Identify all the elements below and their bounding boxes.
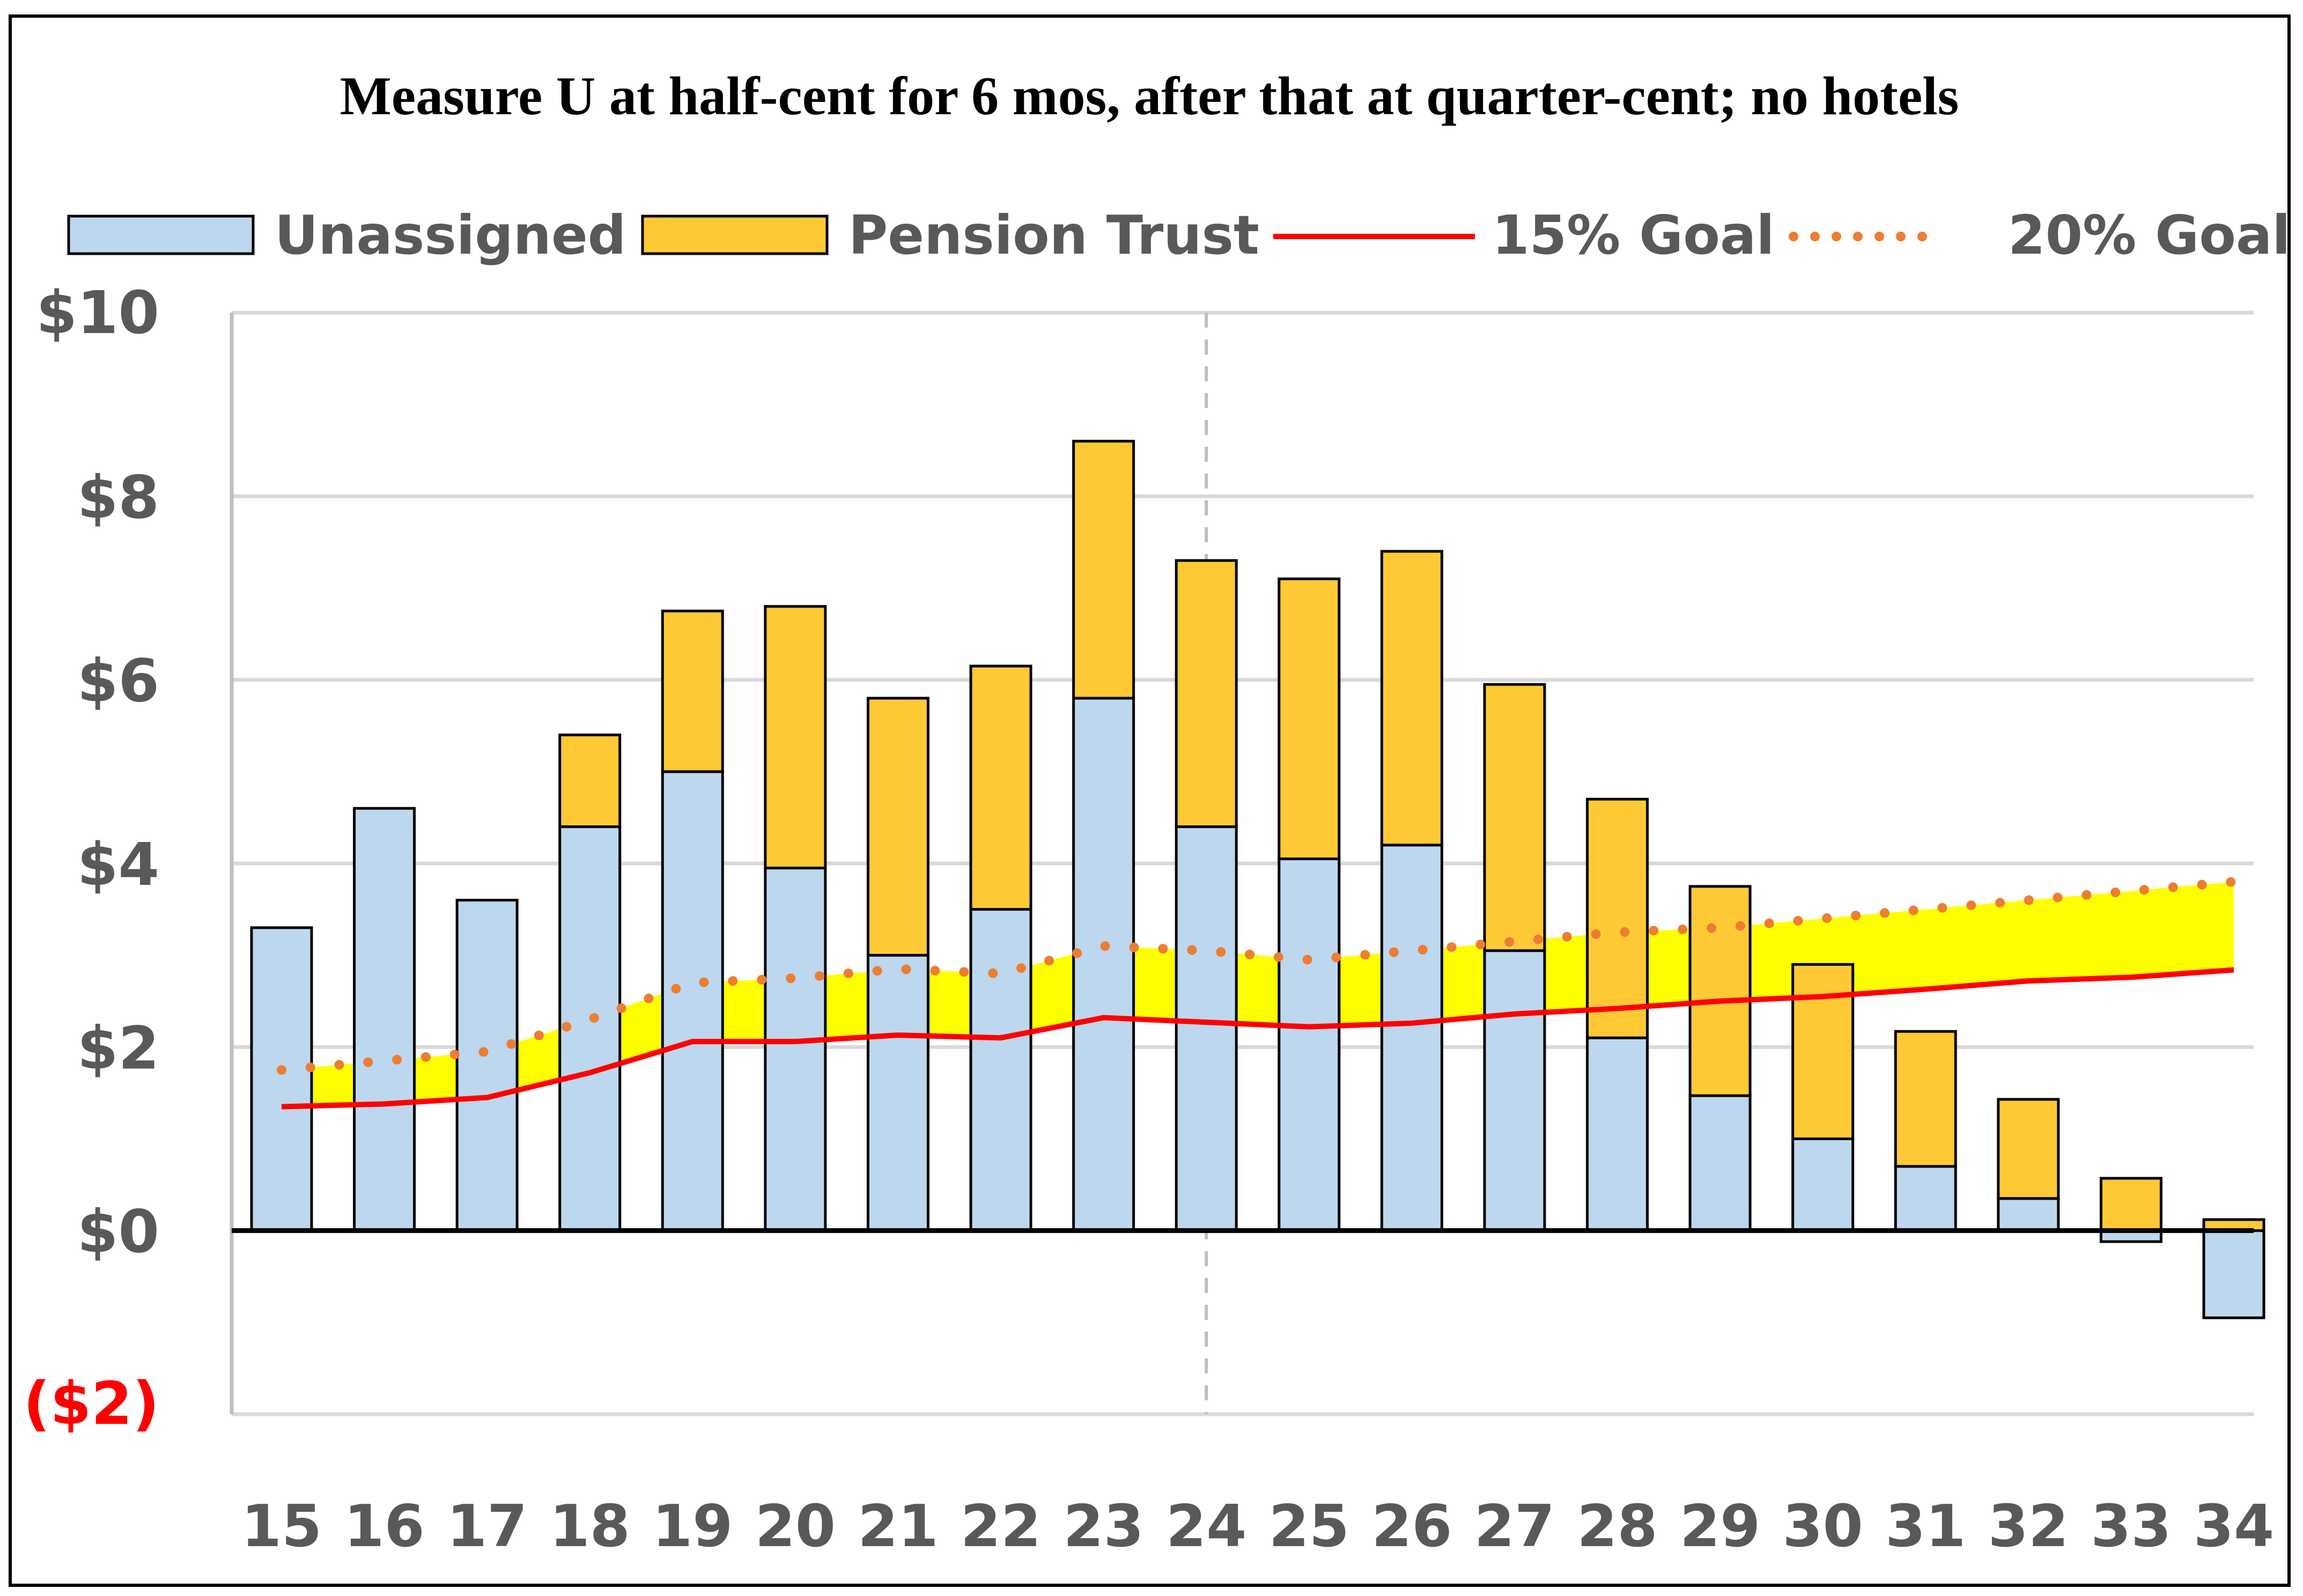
- bar-pension-trust-25: [1278, 577, 1341, 860]
- legend-label-15-goal: 15% Goal: [1492, 204, 1775, 267]
- bar-pension-trust-28: [1586, 797, 1649, 1039]
- bar-pension-trust-29: [1688, 885, 1752, 1097]
- x-tick-label: 21: [858, 1493, 938, 1560]
- grid: [232, 311, 2254, 1416]
- legend-swatch-pension-trust: [641, 215, 829, 255]
- bar-unassigned-29: [1688, 1094, 1752, 1232]
- y-axis: $10 $8 $6 $4 $2 $0 ($2): [23, 278, 2254, 1438]
- y-tick-label: $4: [77, 830, 159, 899]
- x-tick-label: 27: [1474, 1493, 1555, 1560]
- bar-pension-trust-22: [969, 664, 1032, 911]
- bar-unassigned-19: [661, 770, 724, 1232]
- x-tick-label: 22: [961, 1493, 1041, 1560]
- bar-unassigned-34: [2202, 1229, 2265, 1319]
- legend-swatch-unassigned: [67, 215, 255, 255]
- chart-svg: Measure U at half-cent for 6 mos, after …: [23, 66, 2287, 1560]
- legend-label-unassigned: Unassigned: [275, 204, 626, 267]
- x-tick-label: 29: [1680, 1493, 1760, 1560]
- bar-unassigned-24: [1175, 825, 1238, 1232]
- x-tick-label: 24: [1166, 1493, 1246, 1560]
- bar-unassigned-21: [866, 954, 929, 1232]
- y-tick-label: $8: [77, 463, 159, 531]
- bar-unassigned-27: [1483, 949, 1546, 1232]
- bar-unassigned-26: [1380, 844, 1443, 1232]
- bar-pension-trust-20: [764, 605, 827, 870]
- bar-unassigned-17: [455, 898, 519, 1232]
- x-tick-label: 19: [652, 1493, 733, 1560]
- x-tick-label: 23: [1063, 1493, 1143, 1560]
- bar-unassigned-32: [1997, 1197, 2060, 1232]
- bar-pension-trust-19: [661, 609, 724, 773]
- bars: [250, 440, 2265, 1319]
- bar-unassigned-25: [1278, 857, 1341, 1232]
- y-tick-label: $6: [77, 647, 159, 715]
- bar-pension-trust-21: [866, 697, 929, 957]
- bar-pension-trust-31: [1894, 1030, 1957, 1168]
- bar-unassigned-23: [1072, 697, 1135, 1232]
- bar-pension-trust-30: [1791, 963, 1855, 1140]
- bar-unassigned-28: [1586, 1036, 1649, 1232]
- y-tick-label: $0: [77, 1198, 159, 1266]
- x-tick-label: 32: [1988, 1493, 2069, 1560]
- x-axis: 15 16 17 18 19 20 21 22 23 24 25 26 27 28 29 30 31 32 33 34: [241, 1493, 2274, 1560]
- bar-unassigned-30: [1791, 1137, 1855, 1232]
- bar-unassigned-16: [353, 807, 416, 1232]
- bar-pension-trust-23: [1072, 440, 1135, 700]
- bar-unassigned-15: [250, 926, 313, 1232]
- x-tick-label: 25: [1269, 1493, 1349, 1560]
- y-tick-label: ($2): [23, 1369, 159, 1438]
- bar-unassigned-22: [969, 908, 1032, 1232]
- legend-label-20-goal: 20% Goal: [2008, 204, 2287, 267]
- chart-title: Measure U at half-cent for 6 mos, after …: [340, 66, 1959, 127]
- y-tick-label: $10: [36, 278, 159, 347]
- bar-pension-trust-33: [2099, 1177, 2162, 1232]
- x-tick-label: 28: [1577, 1493, 1657, 1560]
- x-tick-label: 31: [1885, 1493, 1966, 1560]
- line-15-goal: [281, 967, 2234, 1110]
- bar-pension-trust-24: [1175, 559, 1238, 829]
- bar-unassigned-31: [1894, 1165, 1957, 1232]
- x-tick-label: 33: [2091, 1493, 2171, 1560]
- x-tick-label: 34: [2194, 1493, 2274, 1560]
- x-tick-label: 30: [1783, 1493, 1863, 1560]
- goal-lines: [277, 877, 2239, 1110]
- bar-pension-trust-18: [558, 733, 622, 829]
- chart-frame: Measure U at half-cent for 6 mos, after …: [9, 14, 2291, 1587]
- bar-pension-trust-32: [1997, 1098, 2060, 1200]
- legend: Unassigned Pension Trust 15% Goal 20% Goal: [67, 204, 2287, 267]
- y-tick-label: $2: [77, 1014, 159, 1082]
- x-tick-label: 26: [1371, 1493, 1452, 1560]
- legend-label-pension-trust: Pension Trust: [848, 204, 1259, 267]
- x-tick-label: 17: [447, 1493, 527, 1560]
- x-tick-label: 15: [241, 1493, 322, 1560]
- x-tick-label: 18: [550, 1493, 630, 1560]
- bar-pension-trust-26: [1380, 550, 1443, 847]
- x-tick-label: 20: [755, 1493, 836, 1560]
- x-tick-label: 16: [344, 1493, 424, 1560]
- bar-pension-trust-27: [1483, 683, 1546, 952]
- bar-unassigned-20: [764, 867, 827, 1232]
